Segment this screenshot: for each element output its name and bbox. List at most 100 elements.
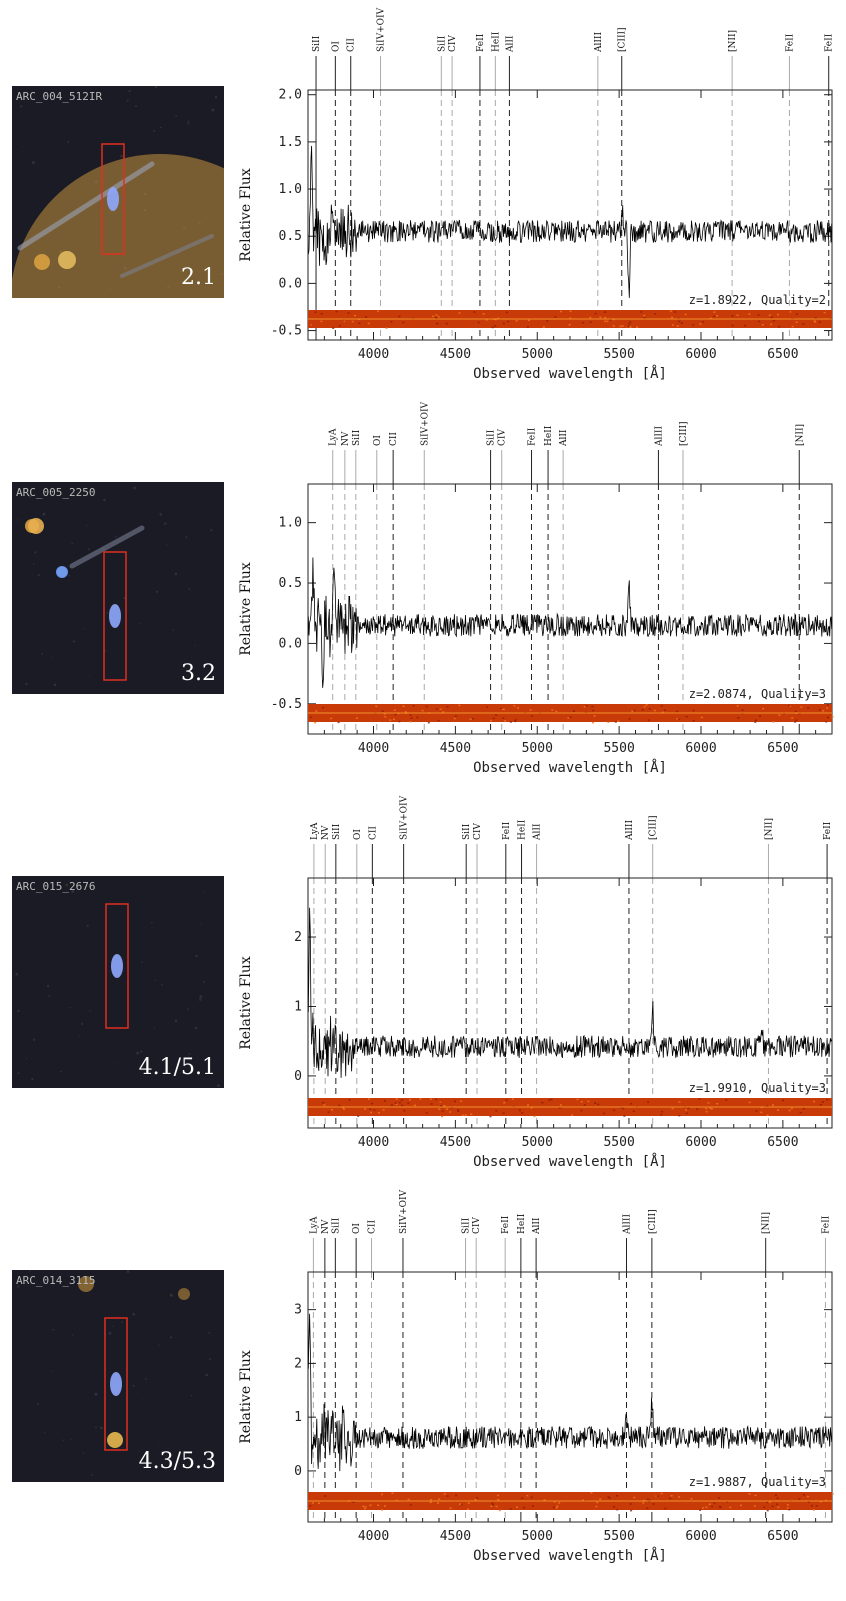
strip-noise [523,1506,526,1509]
strip-noise [616,1495,618,1497]
slit-outline [103,551,127,681]
strip-noise [647,719,650,721]
foreground-galaxy [107,1432,123,1448]
strip-noise [713,315,716,318]
strip-noise [394,713,397,716]
strip-noise [823,311,826,314]
sky-speck [89,1010,91,1012]
sky-speck [17,1072,20,1075]
marker-label: SiIV+OIV [400,795,410,840]
strip-noise [495,714,498,716]
sky-speck [136,1051,139,1055]
marker-label: CIV [498,429,508,446]
x-tick-label: 4500 [440,741,471,756]
line-marker: [CIII] [618,27,628,340]
strip-noise [753,1505,756,1507]
strip-noise [503,1102,506,1104]
strip-noise [777,313,779,316]
sky-background [12,482,224,694]
sky-speck [18,960,19,962]
galaxy-thumbnail: ARC_015_2676 4.1/5.1 [12,876,224,1088]
strip-noise [437,1502,439,1504]
line-marker: FeII [528,427,538,734]
x-axis-label: Observed wavelength [Å] [473,365,667,382]
strip-noise [343,320,346,322]
strip-noise [798,1498,801,1500]
line-marker: SiIV+OIV [420,401,430,734]
strip-noise [678,320,681,323]
marker-label: AlIII [654,426,664,447]
strip-noise [383,1505,386,1507]
line-marker: FeII [501,1215,511,1522]
strip-noise [505,311,508,314]
strip-noise [400,1099,403,1101]
x-tick-label: 4000 [358,1529,389,1544]
marker-label: LyA [309,1216,319,1234]
strip-noise [442,711,445,713]
strip-noise [322,1102,325,1104]
marker-label: SiII [462,823,472,840]
y-tick-label: 0 [294,1069,302,1084]
target-arc [109,604,121,628]
spectrum-line [307,557,833,688]
marker-label: AlII [505,35,515,53]
sky-speck [34,551,37,554]
line-marker: AlII [532,1217,542,1522]
strip-noise [385,327,388,329]
strip-noise [384,716,387,718]
sky-speck [201,1064,203,1065]
strip-noise [692,720,695,722]
strip-noise [699,323,702,325]
x-tick-label: 4000 [358,347,389,362]
strip-noise [582,1499,585,1501]
sky-speck [112,1325,115,1327]
strip-noise [314,721,317,724]
line-marker: OI [331,41,341,340]
strip-noise [671,1107,674,1110]
line-marker: SiII [462,1217,472,1522]
sky-speck [172,629,174,631]
strip-noise [612,325,615,327]
strip-noise [788,1109,791,1112]
strip-noise [776,1497,779,1499]
strip-noise [589,321,592,323]
sky-speck [141,961,143,964]
strip-noise [521,1497,524,1499]
strip-noise [630,1509,633,1512]
sky-speck [187,122,190,125]
strip-noise [685,1112,688,1114]
strip-noise [558,1107,561,1109]
strip-noise [677,718,680,720]
strip-noise [803,1494,805,1496]
line-marker: [CIII] [648,1209,658,1522]
line-marker: AlII [533,823,543,1128]
sky-speck [187,120,190,123]
strip-noise [377,1112,380,1114]
strip-noise [594,1102,597,1104]
strip-noise [731,324,734,327]
strip-noise [338,1104,341,1107]
marker-label: OI [331,41,341,52]
sky-speck [165,544,168,546]
sky-speck [71,542,74,545]
marker-label: NV [321,1219,331,1234]
x-tick-label: 6000 [685,1135,716,1150]
strip-noise [744,324,747,327]
strip-noise [737,717,740,719]
line-marker: [NII] [795,424,805,734]
strip-noise [807,1501,810,1503]
x-tick-label: 6500 [767,347,798,362]
strip-noise [354,314,356,317]
sky-speck [72,640,75,643]
sky-speck [53,683,57,687]
strip-noise [497,1494,500,1497]
strip-noise [818,321,821,323]
strip-noise [645,704,648,706]
sky-speck [91,1474,94,1477]
strip-noise [498,1509,501,1512]
marker-label: HeII [544,425,554,446]
line-marker: [NII] [728,30,738,340]
strip-noise [777,1109,780,1111]
strip-noise [464,1114,467,1116]
strip-noise [701,1507,704,1509]
